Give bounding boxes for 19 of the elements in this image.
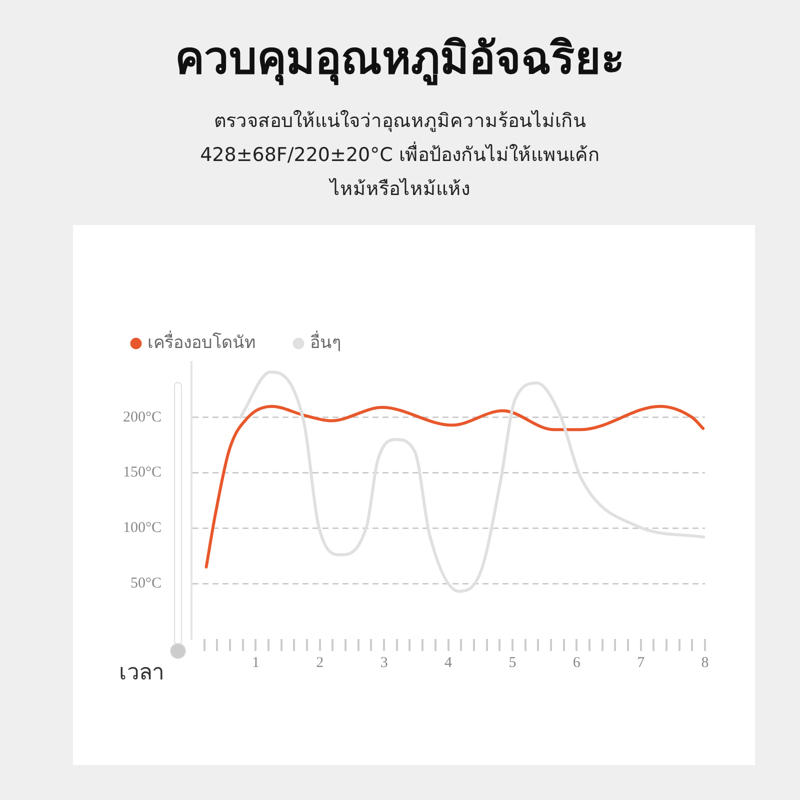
x-tick-label: 6 [572,654,581,671]
x-tick-label: 5 [508,654,516,671]
line-series [204,404,705,568]
y-tick-label: 50°C [130,576,162,592]
line-series [238,370,705,593]
x-tick-label: 7 [637,654,646,671]
x-tick-label: 3 [380,654,388,671]
x-tick-label: 2 [316,654,324,671]
y-tick-label: 150°C [122,464,162,481]
chart-subtitle: ตรวจสอบให้แน่ใจว่าอุณหภูมิความร้อนไม่เกิน 428±68F/220±20°C เพื่อป้องกันไม่ให้แพนเค้ก ไหม้หรือไหม้แห้ง [199,109,601,202]
legend-label: อื่นๆ [310,330,341,353]
y-tick-label: 200°C [122,409,162,426]
x-axis-title: เวลา [119,660,164,686]
x-tick-label: 1 [252,654,260,671]
legend-label: เครื่องอบโดนัท [148,330,256,353]
x-tick-label: 4 [444,654,452,671]
x-tick-label: 8 [701,654,709,671]
chart-title: ควบคุมอุณหภูมิอัจฉริยะ [174,32,626,88]
y-tick-label: 100°C [122,520,162,536]
